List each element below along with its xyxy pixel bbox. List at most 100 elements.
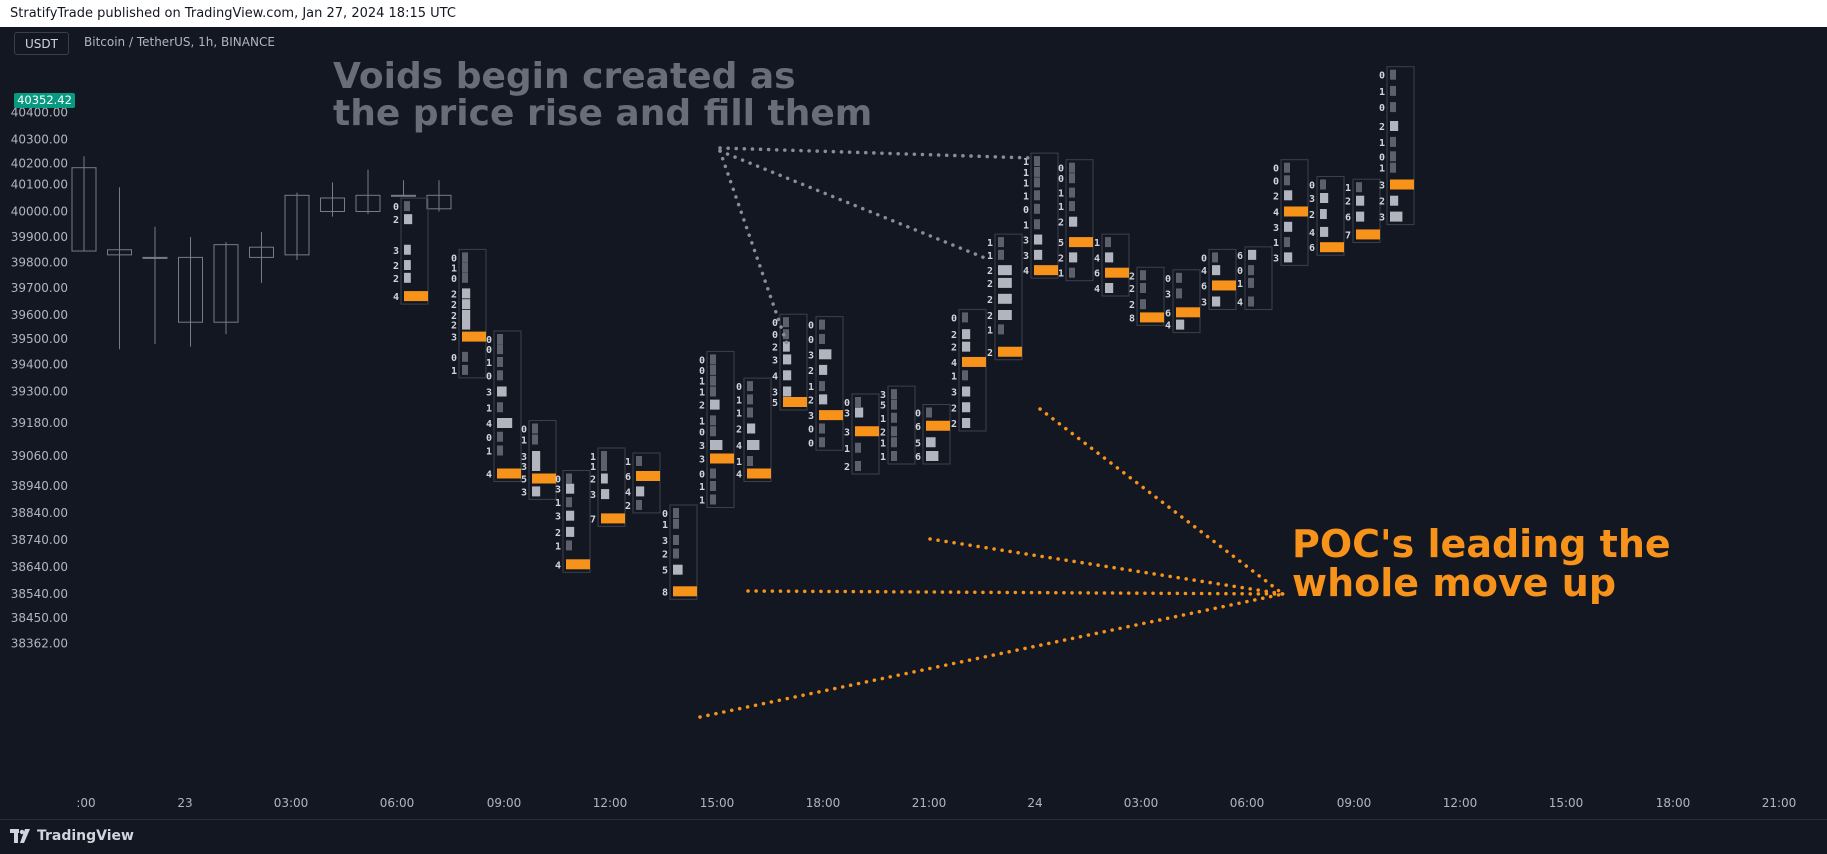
footprint-count: 4 [1165,321,1171,332]
footprint-count: 4 [951,358,957,369]
footprint-count: 1 [699,377,705,388]
volume-bar [710,354,716,365]
y-tick-label: 40100.00 [11,178,68,192]
volume-bar [601,489,610,500]
volume-bar [998,310,1012,320]
footprint-count: 1 [1023,178,1029,189]
footprint-box [779,313,808,411]
volume-bar [462,310,471,320]
y-tick-label: 39800.00 [11,256,68,270]
footprint-count: 1 [699,496,705,507]
footprint-count: 2 [451,300,457,311]
poc-bar [819,410,843,421]
footprint-count: 1 [736,395,742,406]
volume-bar [1390,136,1396,147]
volume-bar [673,518,679,529]
chart-area[interactable]: 40400.00 40300.00 40200.00 40100.00 40000.00… [0,27,1827,819]
footprint-count: 1 [736,409,742,420]
x-tick-label: 06:00 [1230,796,1265,810]
footprint-box [1244,246,1273,311]
volume-bar [601,473,608,484]
footprint-count: 0 [1273,176,1279,187]
footprint-count: 1 [1379,164,1385,175]
volume-bar [1284,162,1290,173]
footprint-count: 3 [1165,289,1171,300]
footprint-count: 0 [699,470,705,481]
footprint-box [562,470,591,573]
y-tick-label: 39500.00 [11,332,68,346]
chart-canvas[interactable]: 40400.00 40300.00 40200.00 40100.00 40000.00… [0,27,1827,819]
volume-bar [404,272,411,283]
volume-bar [819,349,832,360]
footprint-count: 3 [1201,298,1207,309]
footprint-box [528,420,557,500]
footprint-box [922,404,951,465]
footprint-count: 3 [951,388,957,399]
currency-button[interactable]: USDT [14,32,69,55]
tradingview-logo-icon [10,829,30,843]
y-tick-label: 39900.00 [11,230,68,244]
volume-bar [998,249,1004,260]
volume-bar [710,494,716,505]
volume-bar [1034,190,1040,201]
footprint-count: 1 [662,520,668,531]
footprint-count: 3 [844,427,850,438]
footer-bar: TradingView [0,819,1827,854]
annotation-pointer [718,149,987,260]
footprint-count: 0 [951,313,957,324]
footprint-count: 3 [699,455,705,466]
volume-bar [710,375,716,386]
footprint-count: 1 [951,371,957,382]
footprint-count: 3 [662,536,668,547]
footprint-count: 1 [987,251,993,262]
y-tick-label: 39600.00 [11,308,68,322]
volume-bar [710,468,716,479]
volume-bar [1320,226,1329,237]
volume-bar [998,237,1004,248]
candle-body [107,249,132,256]
volume-bar [710,426,716,437]
volume-bar [532,451,541,461]
footprint-count: 3 [880,390,886,401]
tradingview-logo[interactable]: TradingView [10,828,134,844]
footprint-box [1352,178,1381,243]
footprint-count: 6 [1165,308,1171,319]
volume-bar [710,386,716,397]
footprint-count: 2 [1129,284,1135,295]
poc-bar [1105,267,1129,278]
footprint-count: 0 [1023,205,1029,216]
footprint-count: 1 [880,438,886,449]
footprint-box [1316,176,1345,256]
footprint-count: 1 [1379,87,1385,98]
footprint-count: 6 [1094,269,1100,280]
x-tick-label: 24 [1027,796,1042,810]
tradingview-brand: TradingView [37,828,134,844]
footprint-count: 3 [772,355,778,366]
footprint-count: 0 [808,438,814,449]
footprint-count: 0 [808,335,814,346]
volume-bar [673,548,679,559]
footprint-count: 5 [880,401,886,412]
footprint-count: 0 [451,253,457,264]
footprint-count: 5 [772,398,778,409]
footprint-count: 2 [625,501,631,512]
footprint-count: 6 [625,472,631,483]
volume-bar [1140,299,1146,310]
volume-bar [532,434,538,445]
footprint-count: 2 [1309,210,1315,221]
footprint-box [458,248,487,379]
y-tick-label: 39300.00 [11,385,68,399]
volume-bar [819,319,825,330]
volume-bar [497,370,503,381]
volume-bar [819,423,825,434]
footprint-count: 0 [486,433,492,444]
volume-bar [462,364,468,375]
volume-bar [1320,209,1327,220]
volume-bar [566,497,572,508]
footprint-count: 0 [486,345,492,356]
footprint-count: 3 [772,388,778,399]
y-tick-label: 38840.00 [11,506,68,520]
volume-bar [497,344,503,355]
volume-bar [566,510,575,521]
volume-bar [1069,173,1075,184]
